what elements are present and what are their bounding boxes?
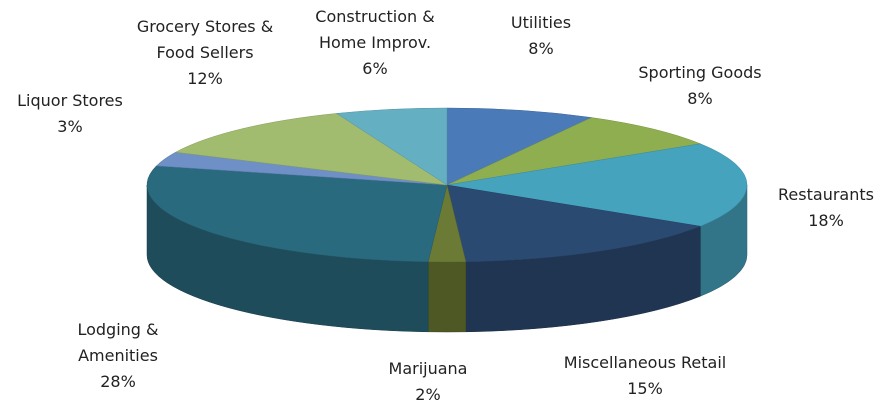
slice-label: Lodging & Amenities 28% <box>68 317 168 395</box>
category-label: Restaurants <box>778 185 874 204</box>
pie-slice <box>446 107 593 186</box>
category-label: Sporting Goods <box>638 63 762 82</box>
slice-label: Grocery Stores & Food Sellers 12% <box>125 14 285 92</box>
category-label: Miscellaneous Retail <box>563 353 727 372</box>
value-label: 3% <box>57 117 83 136</box>
value-label: 18% <box>808 211 844 230</box>
pie-slice <box>335 107 448 186</box>
value-label: 6% <box>362 59 388 78</box>
value-label: 28% <box>100 372 136 391</box>
value-label: 8% <box>687 89 713 108</box>
category-label: Grocery Stores & Food Sellers <box>136 17 274 62</box>
pie-slice <box>446 117 702 186</box>
pie-slice <box>146 165 448 263</box>
value-label: 12% <box>187 69 223 88</box>
category-label: Construction & Home Improv. <box>315 7 435 52</box>
slice-label: Marijuana 2% <box>348 356 508 401</box>
slice-label: Utilities 8% <box>441 10 641 62</box>
pie-slice <box>446 143 748 227</box>
slice-label: Miscellaneous Retail 15% <box>525 350 765 401</box>
pie-slice <box>446 184 702 263</box>
pie-sides <box>146 184 748 333</box>
value-label: 8% <box>528 39 554 58</box>
pie-tops <box>146 107 748 263</box>
category-label: Utilities <box>510 13 572 32</box>
category-label: Liquor Stores <box>17 91 123 110</box>
value-label: 15% <box>627 379 663 398</box>
category-label: Lodging & Amenities <box>77 320 159 365</box>
pie-side <box>427 261 467 333</box>
slice-label: Sporting Goods 8% <box>600 60 800 112</box>
slice-label: Construction & Home Improv. 6% <box>305 4 445 82</box>
slice-label: Restaurants 18% <box>726 182 885 234</box>
value-label: 2% <box>415 385 441 401</box>
slice-label: Liquor Stores 3% <box>0 88 170 140</box>
category-label: Marijuana <box>388 359 468 378</box>
pie-slice <box>174 113 448 186</box>
